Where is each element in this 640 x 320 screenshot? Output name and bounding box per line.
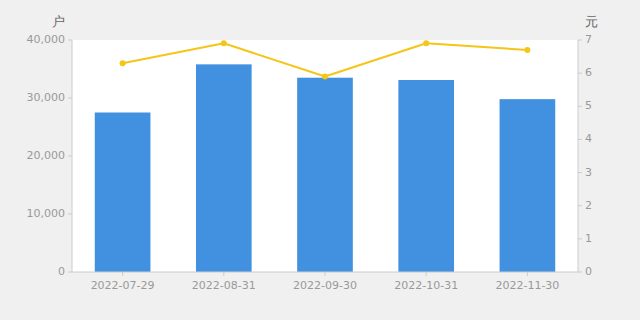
y2-tick xyxy=(578,172,582,173)
y-tick-label: 0 xyxy=(58,265,65,278)
y2-axis-label: 元 xyxy=(585,14,598,29)
y-tick xyxy=(68,272,72,273)
y2-tick-label: 0 xyxy=(585,265,592,278)
bar xyxy=(398,80,454,272)
x-tick xyxy=(426,272,427,276)
x-tick-label: 2022-09-30 xyxy=(293,279,357,292)
bar xyxy=(500,99,556,272)
data-group xyxy=(95,40,555,272)
y2-tick-label: 5 xyxy=(585,99,592,112)
y2-tick xyxy=(578,205,582,206)
x-tick xyxy=(223,272,224,276)
y2-tick-label: 1 xyxy=(585,232,592,245)
y-tick-label: 40,000 xyxy=(27,33,66,46)
y-tick xyxy=(68,40,72,41)
y2-tick-label: 3 xyxy=(585,166,592,179)
line-marker xyxy=(524,47,530,53)
y2-tick xyxy=(578,238,582,239)
y2-tick-label: 7 xyxy=(585,33,592,46)
y2-tick-label: 4 xyxy=(585,132,592,145)
y-tick-label: 10,000 xyxy=(27,207,66,220)
plot-area xyxy=(72,40,578,272)
y-tick-label: 20,000 xyxy=(27,149,66,162)
line-marker xyxy=(322,73,328,79)
y2-tick xyxy=(578,106,582,107)
bar xyxy=(297,78,353,272)
x-tick xyxy=(122,272,123,276)
line-marker xyxy=(423,40,429,46)
bar xyxy=(95,113,151,273)
x-tick-label: 2022-11-30 xyxy=(495,279,559,292)
x-tick-label: 2022-10-31 xyxy=(394,279,458,292)
y-axis-label: 户 xyxy=(52,14,65,29)
x-tick xyxy=(527,272,528,276)
y-tick-label: 30,000 xyxy=(27,91,66,104)
chart: 0 10,000 20,000 30,000 40,000 0 1 2 3 4 5 6 7 2022-07… xyxy=(0,0,640,320)
x-tick-label: 2022-08-31 xyxy=(192,279,256,292)
y2-tick xyxy=(578,139,582,140)
y-tick xyxy=(68,214,72,215)
y2-tick-label: 2 xyxy=(585,199,592,212)
y2-tick xyxy=(578,40,582,41)
y2-tick xyxy=(578,73,582,74)
y-tick xyxy=(68,98,72,99)
y-tick xyxy=(68,156,72,157)
line-marker xyxy=(120,60,126,66)
y2-tick xyxy=(578,272,582,273)
line-marker xyxy=(221,40,227,46)
x-tick xyxy=(325,272,326,276)
y2-tick-label: 6 xyxy=(585,66,592,79)
line xyxy=(123,43,528,76)
y2-axis-line xyxy=(578,40,579,272)
x-tick-label: 2022-07-29 xyxy=(91,279,155,292)
bar xyxy=(196,64,252,272)
background xyxy=(0,0,640,320)
